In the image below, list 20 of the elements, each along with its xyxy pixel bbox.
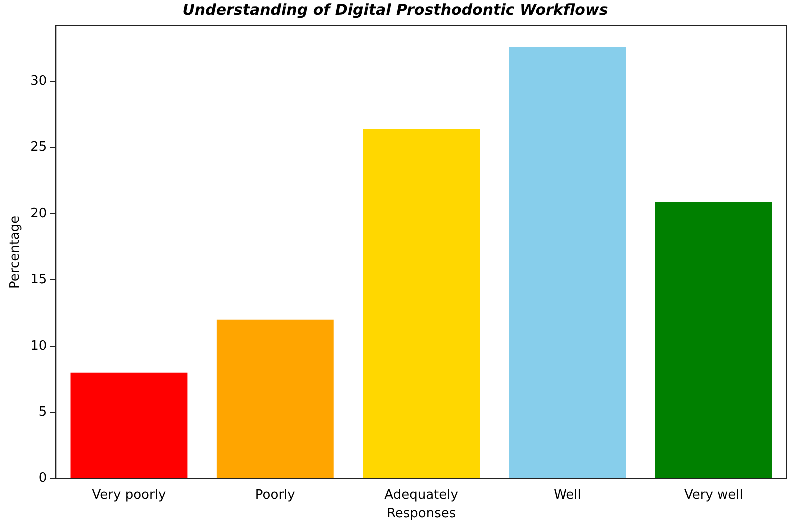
y-tick-label: 10 bbox=[30, 338, 48, 354]
y-axis-title: Percentage bbox=[8, 216, 24, 289]
x-tick-label: Very poorly bbox=[92, 488, 166, 503]
bar bbox=[216, 320, 334, 478]
bar bbox=[655, 202, 772, 478]
x-axis-title: Responses bbox=[386, 506, 456, 522]
y-tick-label: 25 bbox=[30, 140, 48, 156]
chart-title: Understanding of Digital Prosthodontic Workflows bbox=[182, 0, 608, 19]
x-tick-label: Very well bbox=[684, 488, 744, 503]
x-tick-label: Poorly bbox=[255, 488, 296, 503]
y-tick-label: 20 bbox=[30, 206, 48, 222]
bar bbox=[509, 47, 626, 478]
x-tick-label: Well bbox=[554, 488, 582, 503]
y-tick-label: 0 bbox=[38, 471, 48, 486]
y-tick-label: 15 bbox=[30, 272, 48, 288]
bar bbox=[70, 372, 188, 478]
bar bbox=[363, 129, 480, 478]
y-tick-label: 30 bbox=[30, 74, 48, 89]
y-tick-label: 5 bbox=[38, 404, 48, 420]
x-tick-label: Adequately bbox=[384, 488, 459, 503]
